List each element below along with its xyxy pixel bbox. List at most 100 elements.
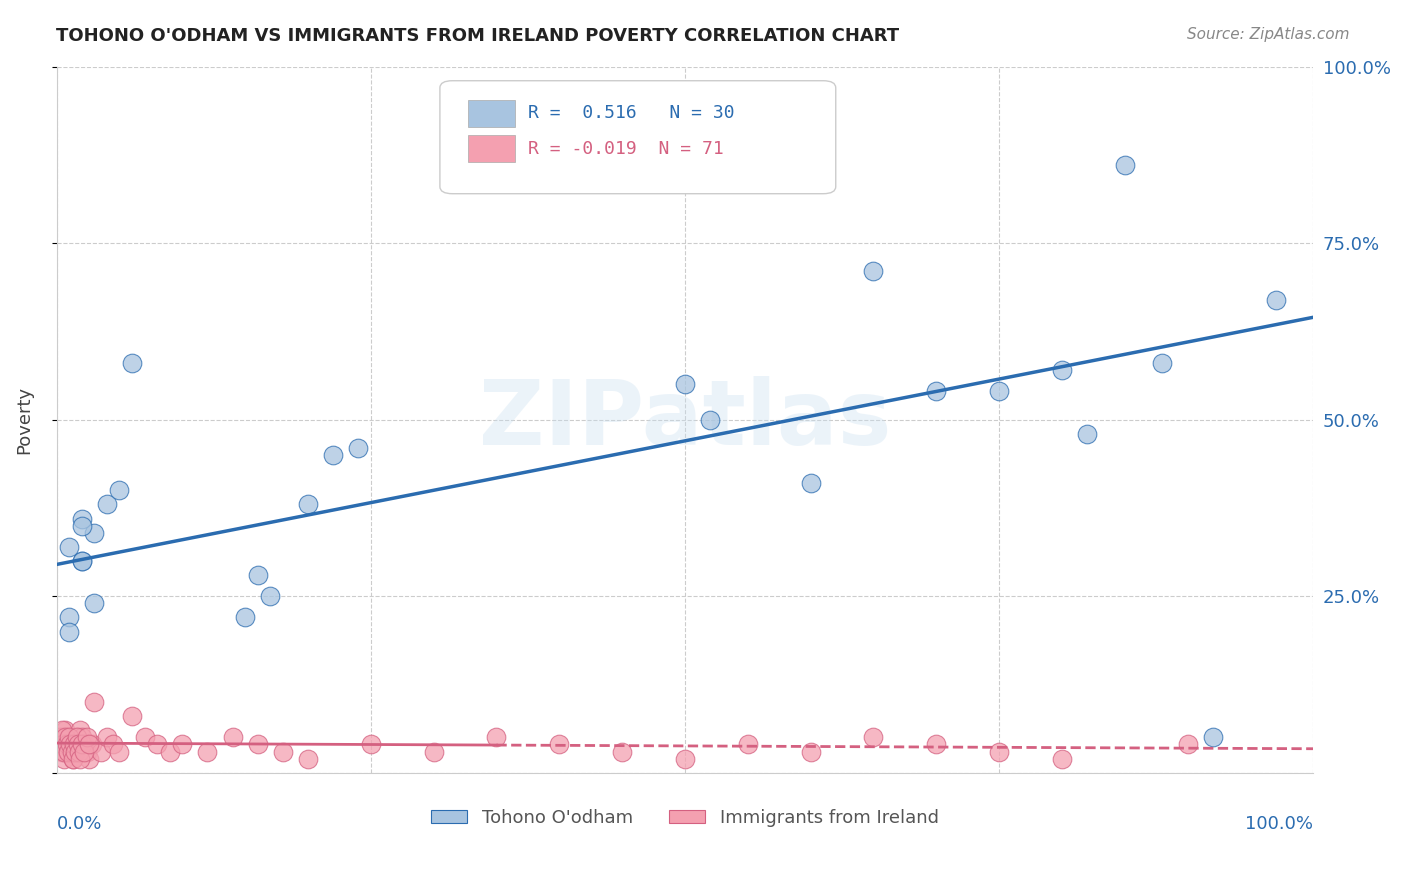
Point (134, 731, 156, 745)
Point (800, 745, 823, 759)
Point (67, 745, 90, 759)
Point (58, 540, 80, 554)
Point (52, 731, 75, 745)
Point (63, 738, 86, 752)
Point (1202, 731, 1225, 745)
Point (1264, 293, 1286, 307)
Point (70, 518, 93, 533)
Point (52, 738, 75, 752)
FancyBboxPatch shape (468, 100, 515, 127)
Point (121, 709, 143, 723)
Point (673, 377, 696, 392)
Legend: Tohono O'odham, Immigrants from Ireland: Tohono O'odham, Immigrants from Ireland (425, 802, 946, 834)
Point (56, 745, 79, 759)
Point (925, 384, 948, 399)
Point (1114, 158, 1136, 172)
Point (69, 723, 91, 738)
Point (108, 745, 131, 759)
Point (96, 497, 118, 511)
Point (73, 745, 96, 759)
Point (49, 731, 72, 745)
Point (70, 511, 93, 525)
Point (56, 745, 79, 759)
Point (53, 751, 76, 765)
Point (246, 738, 269, 752)
Point (66, 738, 89, 752)
Point (800, 476, 823, 491)
Point (1177, 738, 1199, 752)
Point (55, 738, 77, 752)
Point (70, 554, 93, 568)
Point (347, 441, 370, 455)
Point (65, 745, 87, 759)
Point (60, 745, 83, 759)
Point (322, 448, 344, 462)
Point (96, 731, 118, 745)
Point (121, 356, 143, 370)
Point (673, 751, 696, 765)
Point (66, 738, 89, 752)
Point (988, 384, 1011, 399)
Point (271, 745, 294, 759)
Text: 0.0%: 0.0% (56, 815, 103, 833)
FancyBboxPatch shape (440, 80, 835, 194)
Point (49, 738, 72, 752)
FancyBboxPatch shape (468, 135, 515, 162)
Text: R =  0.516   N = 30: R = 0.516 N = 30 (527, 104, 734, 122)
Y-axis label: Poverty: Poverty (15, 385, 32, 454)
Point (1050, 363, 1073, 377)
Point (862, 264, 884, 278)
Point (172, 738, 194, 752)
Point (988, 745, 1011, 759)
Point (297, 751, 319, 765)
Point (58, 624, 80, 639)
Point (55, 731, 77, 745)
Point (66, 731, 89, 745)
Text: Source: ZipAtlas.com: Source: ZipAtlas.com (1187, 27, 1350, 42)
Point (76, 731, 98, 745)
Point (246, 568, 269, 582)
Point (699, 412, 721, 426)
Point (73, 738, 96, 752)
Point (1050, 751, 1073, 765)
Point (101, 738, 124, 752)
Point (58, 731, 80, 745)
Point (69, 751, 91, 765)
Point (159, 745, 181, 759)
Point (63, 738, 86, 752)
Point (51, 745, 73, 759)
Text: 100.0%: 100.0% (1246, 815, 1313, 833)
Point (862, 731, 884, 745)
Point (67, 745, 90, 759)
Point (79, 751, 101, 765)
Point (548, 738, 571, 752)
Point (55, 723, 77, 738)
Point (83, 695, 105, 709)
Text: ZIPatlas: ZIPatlas (479, 376, 891, 464)
Point (1152, 356, 1174, 370)
Point (62, 751, 84, 765)
Point (55, 738, 77, 752)
Point (51, 723, 73, 738)
Point (297, 497, 319, 511)
Point (79, 738, 101, 752)
Point (60, 745, 83, 759)
Point (59, 738, 82, 752)
Point (83, 596, 105, 610)
Point (70, 554, 93, 568)
Point (70, 738, 93, 752)
Point (76, 745, 98, 759)
Point (58, 731, 80, 745)
Point (146, 738, 169, 752)
Text: TOHONO O'ODHAM VS IMMIGRANTS FROM IRELAND POVERTY CORRELATION CHART: TOHONO O'ODHAM VS IMMIGRANTS FROM IRELAN… (56, 27, 900, 45)
Point (83, 525, 105, 540)
Text: R = -0.019  N = 71: R = -0.019 N = 71 (527, 139, 724, 158)
Point (221, 731, 243, 745)
Point (737, 738, 759, 752)
Point (1076, 426, 1098, 441)
Point (65, 745, 87, 759)
Point (90, 745, 112, 759)
Point (58, 610, 80, 624)
Point (422, 745, 444, 759)
Point (59, 738, 82, 752)
